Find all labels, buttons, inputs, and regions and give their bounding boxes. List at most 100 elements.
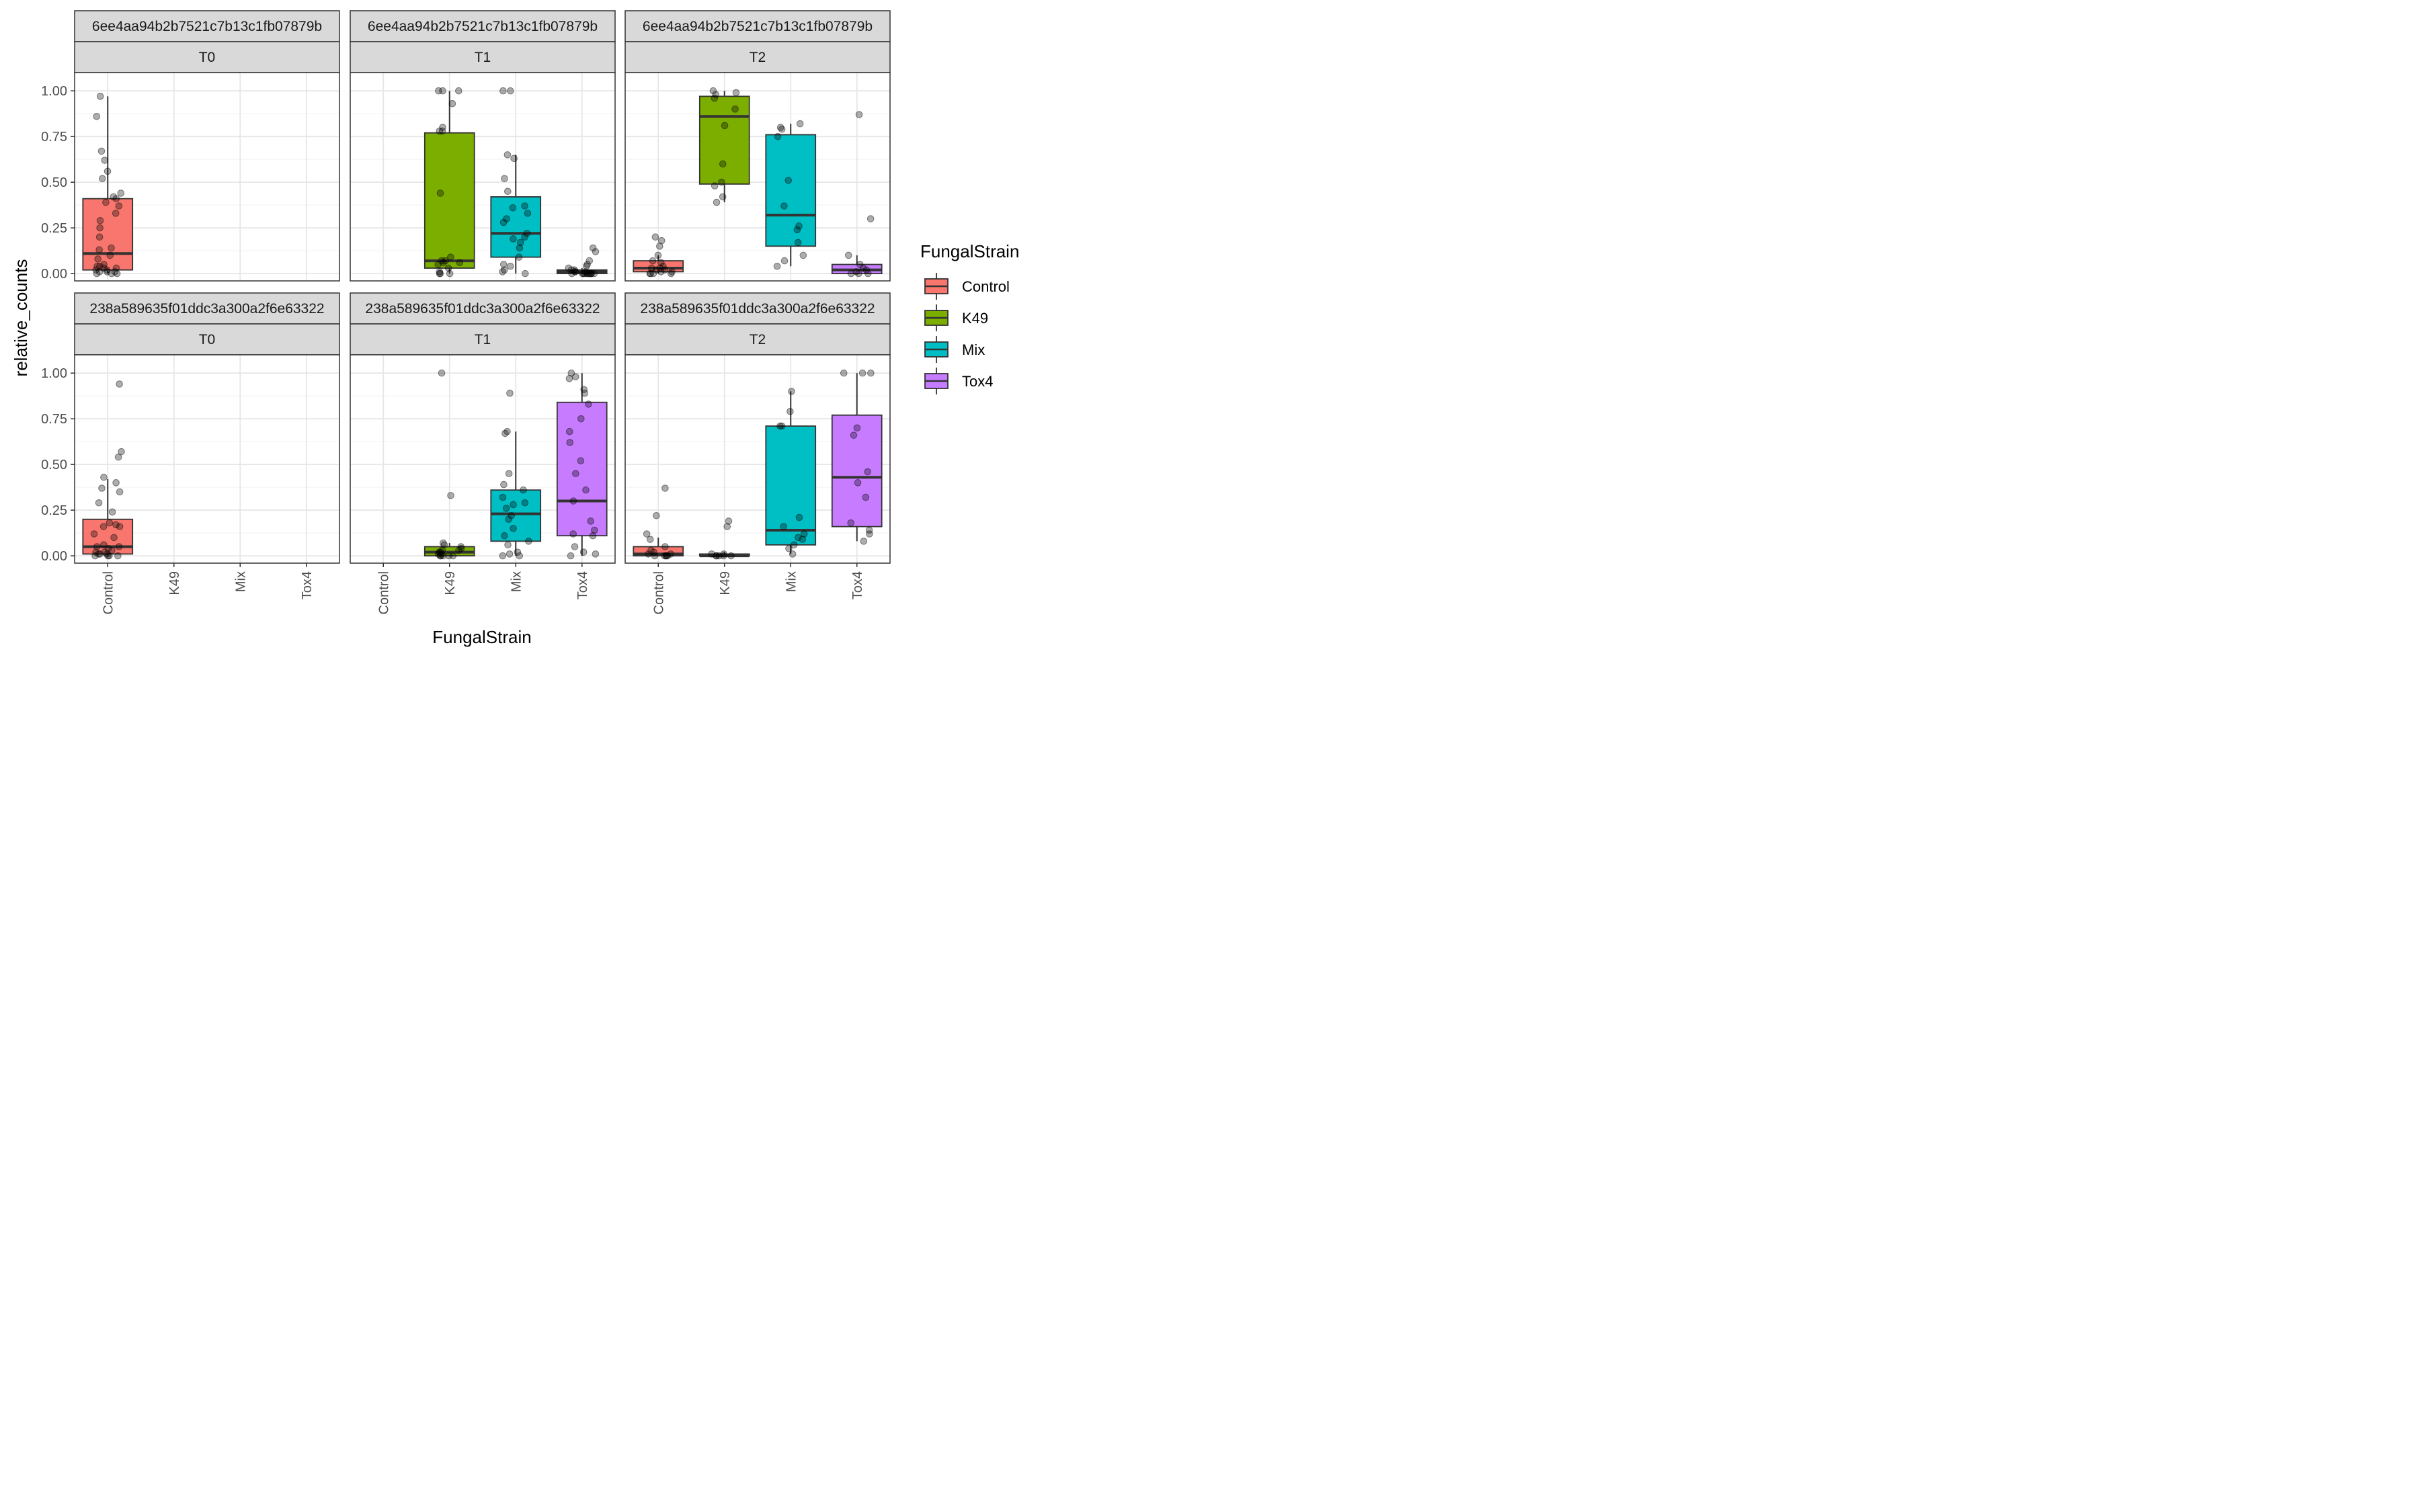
- data-point: [455, 546, 462, 554]
- data-point: [667, 269, 675, 278]
- box-tox4: [831, 369, 883, 545]
- panels: 6ee4aa94b2b7521c7b13c1fb07879b T0 0.00 0.25…: [41, 10, 891, 614]
- x-tick-label: K49: [718, 571, 733, 595]
- box-mix: [765, 388, 817, 558]
- strip-top-label: 238a589635f01ddc3a300a2f6e63322: [365, 301, 600, 317]
- data-point: [101, 548, 109, 556]
- data-point: [90, 530, 98, 538]
- data-point: [864, 468, 872, 476]
- data-point: [712, 91, 720, 98]
- box-mix: [490, 389, 542, 560]
- panel-6: 238a589635f01ddc3a300a2f6e63322 T2 Control…: [624, 292, 891, 614]
- data-point: [650, 548, 657, 556]
- data-point: [112, 264, 120, 272]
- data-point: [516, 552, 524, 560]
- data-point: [93, 262, 101, 270]
- data-point: [103, 266, 111, 274]
- data-point: [847, 519, 855, 527]
- data-point: [840, 369, 848, 377]
- data-point: [510, 235, 517, 243]
- data-point: [100, 261, 108, 268]
- box-k49: [424, 87, 475, 278]
- data-point: [516, 244, 524, 252]
- data-point: [93, 543, 101, 550]
- data-point: [663, 552, 670, 560]
- data-point: [571, 543, 579, 550]
- data-point: [587, 517, 594, 525]
- data-point: [715, 552, 723, 560]
- data-point: [587, 269, 595, 278]
- data-point: [855, 269, 862, 278]
- data-point: [784, 177, 793, 184]
- data-point: [95, 268, 104, 276]
- strip-time-background: [350, 323, 616, 355]
- legend-item-k49: K49: [924, 304, 988, 331]
- data-point: [96, 550, 104, 558]
- data-point: [117, 190, 125, 197]
- data-point: [795, 222, 803, 230]
- data-point: [94, 255, 102, 263]
- data-point: [508, 511, 516, 519]
- data-point: [106, 251, 114, 259]
- data-point: [446, 269, 454, 278]
- data-point: [499, 261, 508, 268]
- plot-background: [350, 73, 615, 281]
- data-point: [438, 550, 446, 558]
- strip-top-background: [624, 10, 891, 42]
- data-point: [866, 530, 873, 538]
- data-point: [586, 257, 594, 265]
- data-point: [565, 375, 573, 382]
- data-point: [653, 266, 661, 274]
- strip-time-background: [350, 41, 616, 73]
- box-mix: [765, 120, 817, 270]
- box-k49: [424, 369, 475, 560]
- data-point: [499, 87, 507, 95]
- x-axis-title: FungalStrain: [432, 627, 531, 647]
- data-point: [504, 541, 512, 549]
- data-point: [773, 262, 781, 270]
- data-point: [436, 268, 444, 276]
- data-point: [525, 538, 532, 545]
- strip-time-label: T2: [750, 332, 766, 347]
- data-point: [725, 517, 733, 525]
- x-tick-label: Control: [651, 571, 666, 614]
- strip-top-background: [350, 292, 616, 325]
- data-point: [505, 470, 513, 478]
- data-point: [776, 124, 784, 131]
- data-point: [653, 511, 660, 519]
- panel-1: 6ee4aa94b2b7521c7b13c1fb07879b T0 0.00 0.25…: [41, 10, 340, 282]
- data-point: [799, 536, 807, 543]
- data-point: [850, 431, 858, 439]
- data-point: [787, 407, 794, 415]
- data-point: [651, 233, 659, 241]
- data-point: [567, 266, 575, 274]
- strip-time-background: [624, 41, 891, 73]
- panel-border: [74, 354, 340, 564]
- legend-label: Tox4: [962, 373, 993, 390]
- y-tick-label: 0.25: [41, 221, 67, 236]
- data-point: [713, 552, 720, 560]
- data-point: [500, 266, 508, 274]
- data-point: [507, 87, 514, 95]
- data-point: [645, 550, 652, 558]
- box-k49: [698, 517, 750, 560]
- data-point: [790, 541, 798, 549]
- data-point: [95, 550, 102, 558]
- data-point: [796, 120, 804, 128]
- data-point: [581, 268, 590, 276]
- x-tick-label: Mix: [784, 571, 799, 592]
- data-point: [591, 526, 598, 534]
- data-point: [793, 226, 801, 234]
- data-point: [567, 552, 575, 560]
- data-point: [865, 526, 873, 534]
- data-point: [788, 388, 795, 395]
- data-point: [713, 198, 721, 206]
- data-point: [503, 427, 511, 435]
- data-point: [501, 175, 508, 183]
- data-point: [569, 497, 577, 505]
- data-point: [100, 541, 108, 549]
- data-point: [859, 264, 867, 272]
- data-point: [455, 87, 462, 95]
- data-point: [774, 132, 782, 140]
- data-point: [104, 544, 112, 552]
